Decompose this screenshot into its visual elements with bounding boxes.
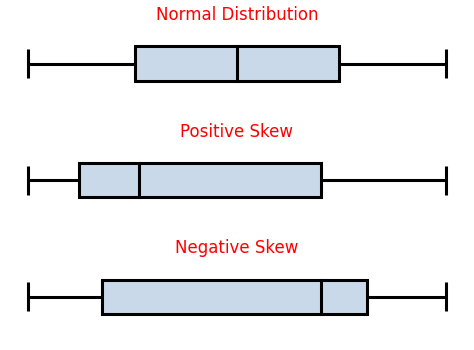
Bar bbox=[135, 47, 339, 81]
Text: Normal Distribution: Normal Distribution bbox=[156, 6, 318, 24]
Text: Positive Skew: Positive Skew bbox=[181, 122, 293, 141]
Text: Negative Skew: Negative Skew bbox=[175, 239, 299, 257]
Bar bbox=[79, 163, 320, 197]
Bar bbox=[102, 280, 367, 314]
